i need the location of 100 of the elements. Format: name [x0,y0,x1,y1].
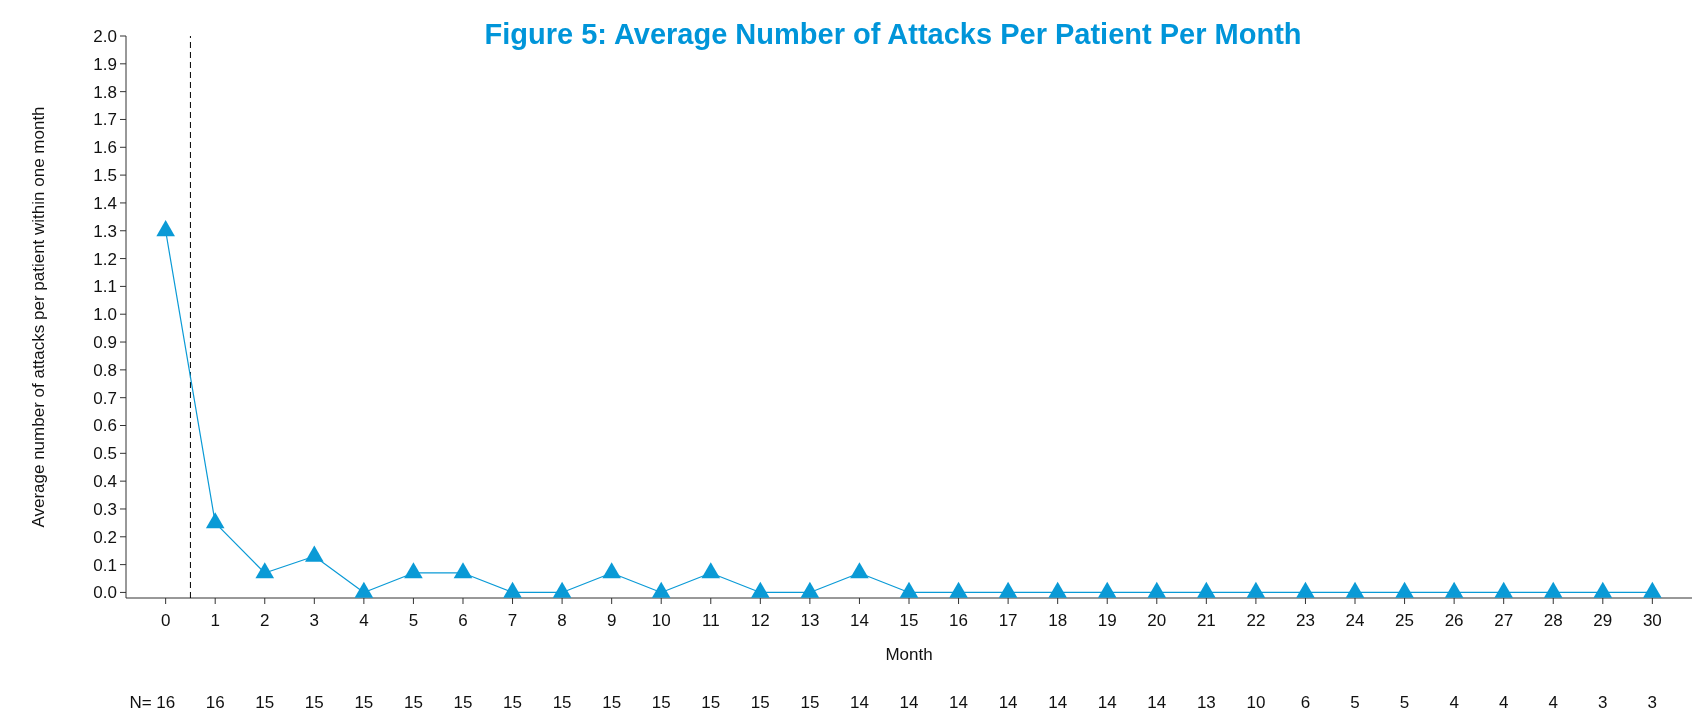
point [800,581,820,598]
point [1543,581,1563,598]
x-tick-label: 7 [507,611,518,630]
point [1296,581,1315,598]
y-tick-label: 1.7 [93,110,117,130]
point [1395,581,1414,598]
x-tick-label: 12 [750,611,770,630]
x-tick-label: 4 [359,611,369,630]
text: 15 [552,693,572,712]
text: 14 [849,693,869,712]
point [1593,581,1613,598]
text: 4 [1498,693,1509,712]
point [602,562,621,579]
x-tick-label: 8 [557,611,567,630]
point [1197,581,1216,598]
text: N= [129,693,152,712]
point [1048,581,1067,598]
text: 15 [750,693,770,712]
text: 13 [1196,693,1216,712]
text: 15 [304,693,324,712]
point [1147,581,1167,598]
x-tick-label: 26 [1444,611,1464,630]
text: 5 [1350,693,1360,712]
y-tick-label: 0.6 [93,416,117,436]
chart-title: Figure 5: Average Number of Attacks Per Patient Per Month [484,18,1302,50]
x-tick-label: 22 [1246,611,1266,630]
x-tick-label: 25 [1395,611,1415,630]
y-tick-label: 2.0 [93,26,117,46]
text: 5 [1399,693,1410,712]
y-tick-label: 0.1 [93,555,117,575]
text: 14 [998,693,1018,712]
text: 4 [1449,693,1459,712]
y-tick-label: 1.6 [93,138,117,158]
y-tick-label: 0.4 [93,472,117,492]
text: 14 [899,693,919,712]
text: 15 [701,693,721,712]
x-tick-label: 17 [998,611,1018,630]
x-tick-label: 23 [1295,611,1315,630]
x-tick-label: 20 [1147,611,1167,630]
point [949,581,968,598]
x-tick-label: 29 [1593,611,1613,630]
text: 16 [156,693,176,712]
point [1097,581,1117,598]
text: 15 [602,693,622,712]
x-axis-title: Month [885,645,933,664]
x-tick-label: 24 [1345,611,1365,630]
x-tick-label: 15 [899,611,919,630]
y-tick-label: 0.3 [93,499,117,519]
text: 14 [1048,693,1068,712]
y-tick-label: 0.0 [93,583,117,603]
point [205,512,225,529]
y-tick-label: 1.9 [93,54,117,74]
y-axis-title: Average number of attacks per patient within one month [29,106,48,528]
point [255,562,275,579]
x-tick-label: 10 [651,611,671,630]
text: 15 [403,693,423,712]
text: 15 [651,693,671,712]
x-tick-label: 18 [1048,611,1068,630]
text: 4 [1548,693,1558,712]
point [701,562,721,579]
point [1246,581,1266,598]
text: 15 [354,693,374,712]
x-tick-label: 28 [1543,611,1563,630]
text: 16 [205,693,225,712]
point [552,581,572,598]
x-tick-label: 14 [849,611,869,630]
x-tick-label: 13 [800,611,820,630]
text: 15 [800,693,820,712]
x-tick-label: 30 [1642,611,1662,630]
x-tick-label: 9 [606,611,617,630]
y-tick-label: 1.4 [93,193,117,213]
text: 3 [1647,693,1658,712]
x-tick-label: 6 [458,611,468,630]
point [1444,581,1464,598]
point [899,581,919,598]
point [305,545,324,562]
point [850,562,869,579]
x-tick-label: 21 [1196,611,1216,630]
y-tick-label: 0.7 [93,388,117,408]
x-tick-label: 3 [309,611,320,630]
y-tick-label: 1.2 [93,249,117,269]
text: 15 [503,693,523,712]
y-tick-label: 1.5 [93,166,117,186]
x-tick-label: 0 [160,611,171,630]
point [404,562,423,579]
x-tick-label: 1 [210,611,220,630]
x-tick-label: 2 [260,611,270,630]
y-tick-label: 1.0 [93,305,117,325]
point [156,220,175,237]
point [354,581,374,598]
text: 3 [1598,693,1608,712]
point [1345,581,1365,598]
text: 6 [1300,693,1311,712]
x-tick-label: 27 [1494,611,1514,630]
point [651,581,671,598]
point [453,562,473,579]
y-tick-label: 1.3 [93,221,117,241]
text: 14 [1147,693,1167,712]
x-tick-label: 16 [949,611,969,630]
x-tick-label: 19 [1097,611,1117,630]
